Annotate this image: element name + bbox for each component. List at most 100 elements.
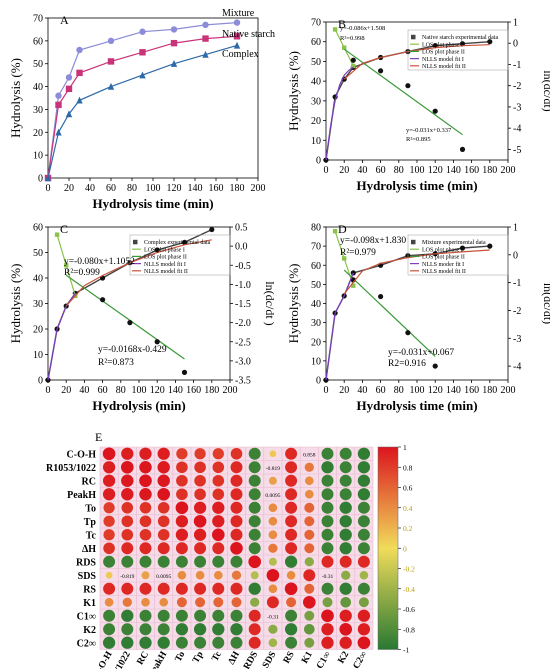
heatmap-cell — [175, 501, 189, 515]
y-tick-label: 50 — [311, 57, 321, 68]
heatmap-cell — [194, 461, 206, 474]
heatmap-cell — [139, 609, 152, 622]
column-label: RS — [282, 650, 297, 666]
heatmap-cell — [230, 555, 243, 568]
legend-swatch — [411, 239, 416, 245]
data-point — [209, 226, 215, 233]
heatmap-cell — [339, 636, 352, 649]
x-tick-label: 120 — [150, 385, 165, 396]
equation-label: y=-0.031x+0.067 — [388, 348, 454, 358]
data-point — [233, 33, 241, 40]
data-point — [350, 57, 356, 63]
legend-label: Complex experimental data — [144, 240, 211, 246]
heatmap-cell — [268, 516, 278, 526]
heatmap-cell — [285, 447, 298, 460]
x-axis-label: Hydrolysis time (min) — [92, 196, 213, 211]
equation-label: y=-0.080x+1.1052 — [64, 257, 135, 267]
heatmap-cell — [121, 582, 134, 595]
heatmap-cell — [157, 555, 170, 568]
y2-tick-label: -3 — [513, 334, 521, 345]
y2-tick-label: 1 — [513, 18, 518, 29]
heatmap-cell — [230, 474, 243, 487]
heatmap-cell — [231, 570, 242, 580]
heatmap-cell — [304, 529, 315, 540]
heatmap-cell — [230, 488, 243, 501]
y-tick-label: 10 — [311, 136, 321, 147]
y2-axis-label: ln(dc/dt) — [541, 283, 550, 324]
heatmap-cell — [193, 623, 207, 636]
data-point — [350, 270, 356, 276]
data-point — [459, 245, 466, 251]
heatmap-cell — [157, 542, 170, 555]
heatmap-cell — [321, 555, 334, 568]
panel-letter: A — [60, 13, 69, 27]
x-tick-label: 100 — [410, 385, 425, 396]
heatmap-cell — [212, 448, 224, 460]
data-point — [76, 69, 83, 77]
row-label: RS — [83, 584, 96, 595]
heatmap-cell — [193, 501, 207, 514]
heatmap-cell — [103, 502, 115, 514]
y2-tick-label: -0.5 — [235, 261, 251, 272]
colorbar-tick-label: 1 — [403, 443, 407, 452]
data-point — [44, 174, 52, 182]
heatmap-cell — [250, 597, 260, 607]
y-tick-label: 30 — [311, 96, 321, 107]
heatmap-cell — [304, 637, 315, 648]
heatmap-cell — [268, 503, 278, 513]
y-tick-label: 70 — [33, 14, 43, 25]
legend-box — [407, 29, 509, 71]
y2-tick-label: -2 — [513, 306, 521, 317]
heatmap-cell — [139, 501, 152, 514]
colorbar-tick-label: -0.8 — [403, 625, 415, 634]
data-point — [342, 256, 347, 261]
data-point — [405, 83, 411, 89]
x-tick-label: 180 — [204, 385, 219, 396]
y2-tick-label: -1 — [513, 278, 521, 289]
heatmap-cell — [194, 474, 206, 487]
data-point — [233, 19, 241, 26]
heatmap-cell — [175, 528, 189, 541]
row-label: K2 — [83, 625, 96, 636]
heatmap-cell — [339, 582, 352, 595]
heatmap-cell — [159, 597, 169, 607]
heatmap-cell — [322, 597, 333, 608]
heatmap-cell — [303, 569, 316, 582]
x-tick-label: 160 — [186, 385, 201, 396]
row-label: C2∞ — [77, 638, 96, 649]
heatmap-cell — [304, 462, 314, 472]
x-tick-label: 60 — [376, 385, 386, 396]
data-point — [332, 27, 338, 32]
column-label: C2∞ — [352, 650, 370, 669]
data-point — [139, 28, 146, 35]
heatmap-cell — [248, 555, 261, 569]
heatmap-cell — [339, 609, 352, 622]
heatmap-cell — [357, 555, 370, 568]
heatmap-cell — [269, 450, 277, 458]
heatmap-cell — [212, 528, 225, 542]
y2-tick-label: -2 — [513, 81, 521, 92]
y-axis-label: Hydrolysis (%) — [286, 264, 301, 344]
x-tick-label: 120 — [167, 183, 182, 194]
data-point — [181, 369, 188, 375]
column-label: Tp — [191, 650, 205, 665]
heatmap-cell — [321, 447, 334, 460]
heatmap-cell — [230, 609, 243, 622]
data-point — [432, 108, 438, 114]
data-point — [64, 263, 69, 268]
column-label: SDS — [261, 650, 278, 669]
x-tick-label: 140 — [188, 183, 203, 194]
chart-b: 0 20 40 60 80 100 120 140 160 180 2000102030405060… — [286, 17, 550, 193]
heatmap-cell — [304, 583, 315, 594]
heatmap-cell — [358, 597, 369, 608]
x-tick-label: 80 — [127, 183, 137, 194]
heatmap-cell — [157, 487, 170, 501]
data-point — [65, 85, 73, 93]
heatmap-cell — [105, 571, 113, 579]
y-tick-label: 0 — [38, 376, 43, 387]
data-point — [459, 41, 466, 47]
heatmap-cell — [212, 636, 225, 649]
data-point — [332, 228, 338, 234]
heatmap-cell — [304, 516, 315, 527]
y-tick-label: 50 — [311, 280, 321, 291]
